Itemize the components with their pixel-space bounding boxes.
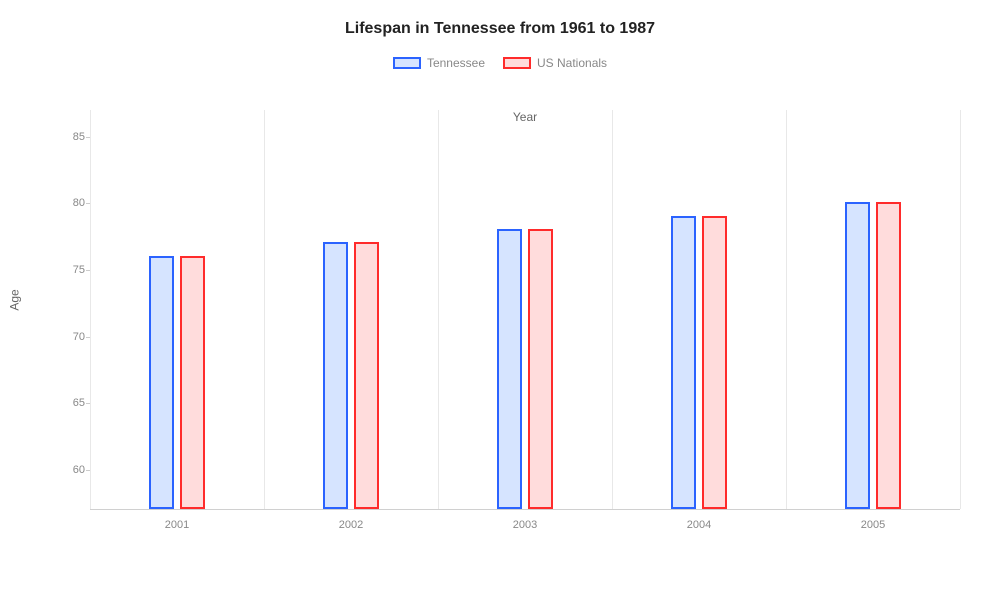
bar-us-nationals bbox=[528, 229, 552, 509]
gridline-vertical bbox=[612, 110, 613, 509]
x-tick-label: 2003 bbox=[513, 519, 537, 531]
y-axis-label: Age bbox=[8, 289, 22, 310]
legend: Tennessee US Nationals bbox=[30, 56, 970, 70]
gridline-vertical bbox=[438, 110, 439, 509]
y-tick-label: 70 bbox=[50, 331, 85, 343]
legend-swatch-tennessee bbox=[393, 57, 421, 69]
bar-tennessee bbox=[671, 216, 695, 509]
y-tick-label: 75 bbox=[50, 264, 85, 276]
gridline-vertical bbox=[90, 110, 91, 509]
legend-label-tennessee: Tennessee bbox=[427, 56, 485, 70]
bar-tennessee bbox=[323, 242, 347, 509]
chart-title: Lifespan in Tennessee from 1961 to 1987 bbox=[30, 20, 970, 38]
y-tick-label: 60 bbox=[50, 464, 85, 476]
y-tick-mark bbox=[86, 470, 90, 471]
y-tick-label: 65 bbox=[50, 397, 85, 409]
y-tick-mark bbox=[86, 403, 90, 404]
bar-us-nationals bbox=[702, 216, 726, 509]
gridline-vertical bbox=[786, 110, 787, 509]
x-tick-label: 2001 bbox=[165, 519, 189, 531]
y-tick-mark bbox=[86, 270, 90, 271]
x-tick-label: 2002 bbox=[339, 519, 363, 531]
bar-us-nationals bbox=[180, 256, 204, 509]
chart-container: Lifespan in Tennessee from 1961 to 1987 … bbox=[0, 0, 1000, 600]
legend-item-tennessee: Tennessee bbox=[393, 56, 485, 70]
x-tick-label: 2005 bbox=[861, 519, 885, 531]
y-tick-label: 80 bbox=[50, 197, 85, 209]
y-tick-mark bbox=[86, 337, 90, 338]
bar-tennessee bbox=[497, 229, 521, 509]
bar-us-nationals bbox=[876, 202, 900, 509]
gridline-vertical bbox=[960, 110, 961, 509]
gridline-vertical bbox=[264, 110, 265, 509]
legend-item-usnationals: US Nationals bbox=[503, 56, 607, 70]
legend-label-usnationals: US Nationals bbox=[537, 56, 607, 70]
y-tick-mark bbox=[86, 203, 90, 204]
y-tick-mark bbox=[86, 137, 90, 138]
bar-tennessee bbox=[845, 202, 869, 509]
plot-region: 60657075808520012002200320042005 Year bbox=[90, 110, 960, 540]
x-tick-label: 2004 bbox=[687, 519, 711, 531]
legend-swatch-usnationals bbox=[503, 57, 531, 69]
plot-area: 60657075808520012002200320042005 bbox=[90, 110, 960, 510]
bar-tennessee bbox=[149, 256, 173, 509]
y-tick-label: 85 bbox=[50, 131, 85, 143]
bar-us-nationals bbox=[354, 242, 378, 509]
